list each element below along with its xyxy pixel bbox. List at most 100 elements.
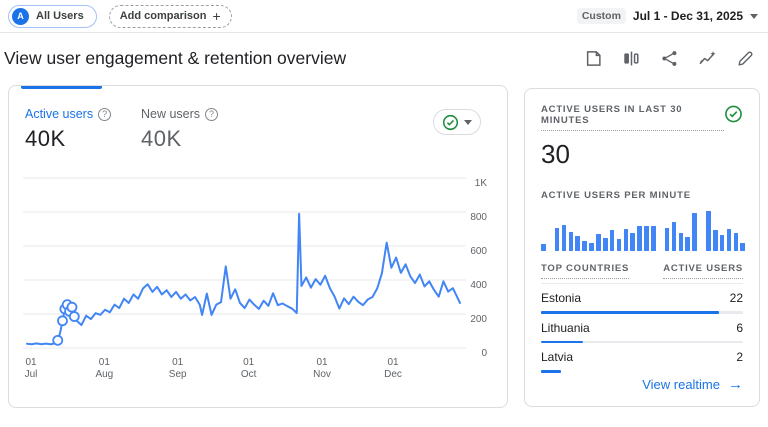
- country-name: Lithuania: [541, 320, 590, 335]
- share-icon[interactable]: [661, 50, 678, 67]
- country-bar-track: [541, 311, 743, 314]
- minute-bar: [678, 232, 684, 251]
- country-name: Estonia: [541, 291, 582, 305]
- y-axis-tick-label: 800: [470, 212, 487, 223]
- help-icon[interactable]: ?: [205, 107, 219, 121]
- minute-bar: [706, 211, 711, 251]
- minute-bar: [644, 226, 649, 251]
- y-axis-tick-label: 1K: [475, 178, 488, 189]
- all-users-chip[interactable]: A All Users: [8, 4, 97, 28]
- tab-new-users[interactable]: New users ? 40K: [141, 107, 219, 152]
- x-axis-tick-label: 01: [25, 357, 37, 368]
- active-users-value: 40K: [25, 126, 66, 151]
- top-countries-header: TOP COUNTRIES: [541, 263, 630, 279]
- annotation-marker[interactable]: [66, 301, 78, 313]
- minute-bar: [582, 240, 587, 251]
- page-header: View user engagement & retention overvie…: [0, 33, 768, 81]
- note-icon[interactable]: [585, 50, 602, 67]
- page-title: View user engagement & retention overvie…: [4, 48, 347, 68]
- minute-bar: [692, 213, 697, 251]
- last-30-min-label: ACTIVE USERS IN LAST 30 MINUTES: [541, 104, 725, 131]
- x-axis-tick-label: Dec: [384, 369, 402, 380]
- per-minute-bar-chart: [541, 211, 746, 251]
- annotation-marker[interactable]: [68, 311, 80, 322]
- minute-bar: [554, 227, 560, 251]
- all-users-avatar-icon: A: [12, 7, 29, 25]
- realtime-card: ACTIVE USERS IN LAST 30 MINUTES 30 ACTIV…: [524, 88, 760, 407]
- minute-bar: [671, 222, 677, 251]
- ab-compare-icon[interactable]: [623, 50, 640, 67]
- country-bar: [541, 340, 584, 343]
- date-range-selector[interactable]: Custom Jul 1 - Dec 31, 2025: [576, 8, 758, 24]
- x-axis-tick-label: Sep: [169, 369, 187, 380]
- view-realtime-link[interactable]: View realtime →: [642, 376, 743, 393]
- active-tab-indicator: [21, 86, 102, 89]
- minute-bar: [630, 232, 636, 251]
- minute-bar: [575, 235, 581, 251]
- new-users-label: New users: [141, 107, 201, 121]
- date-range-type-badge: Custom: [576, 8, 626, 24]
- minute-bar: [623, 228, 629, 251]
- minute-bar: [664, 227, 670, 251]
- minute-bar: [726, 228, 732, 251]
- help-icon[interactable]: ?: [98, 107, 112, 121]
- minute-bar: [541, 243, 546, 251]
- country-users: 22: [729, 291, 743, 305]
- active-users-line-chart: 02004006008001K01Jul01Aug01Sep01Oct01Nov…: [23, 177, 488, 380]
- minute-bar: [637, 226, 642, 251]
- edit-icon[interactable]: [737, 50, 754, 67]
- view-realtime-label: View realtime: [642, 377, 720, 392]
- arrow-right-icon: →: [728, 376, 743, 393]
- plus-icon: +: [212, 8, 221, 24]
- check-circle-icon: [725, 105, 742, 123]
- country-users: 6: [736, 320, 743, 335]
- country-name: Latvia: [541, 350, 574, 364]
- table-row-estonia: Estonia 22: [541, 284, 743, 314]
- x-axis-tick-label: Oct: [241, 369, 257, 380]
- x-axis-tick-label: 01: [172, 357, 184, 368]
- insights-icon[interactable]: [699, 50, 716, 67]
- chevron-down-icon: [750, 13, 758, 19]
- x-axis-tick-label: 01: [243, 357, 255, 368]
- minute-bar: [568, 231, 574, 251]
- data-quality-dropdown[interactable]: [433, 109, 481, 135]
- line-series-active-users: [26, 212, 461, 346]
- chevron-down-icon: [464, 119, 472, 125]
- table-row-latvia: Latvia 2: [541, 343, 743, 373]
- annotation-marker[interactable]: [52, 334, 64, 346]
- new-users-value: 40K: [141, 126, 182, 151]
- active-users-label: Active users: [25, 107, 94, 121]
- country-bar: [541, 311, 719, 314]
- minute-bar: [740, 243, 746, 251]
- country-bar-track: [541, 370, 743, 373]
- per-minute-label: ACTIVE USERS PER MINUTE: [541, 190, 691, 201]
- minute-bar: [651, 226, 656, 251]
- countries-table: Estonia 22 Lithuania 6 Latvia 2: [541, 284, 743, 373]
- minute-bar: [719, 235, 725, 251]
- country-bar: [541, 370, 562, 373]
- report-toolbar: [585, 50, 754, 67]
- add-comparison-button[interactable]: Add comparison +: [108, 4, 232, 28]
- x-axis-tick-label: 01: [99, 357, 111, 368]
- minute-bar: [589, 243, 594, 251]
- date-range-label: Jul 1 - Dec 31, 2025: [632, 9, 743, 23]
- table-row-lithuania: Lithuania 6: [541, 314, 743, 343]
- users-overview-card: Active users ? 40K New users ? 40K 0 200 4…: [8, 85, 508, 408]
- x-axis-tick-label: Nov: [313, 369, 331, 380]
- x-axis-tick-label: Aug: [95, 369, 113, 380]
- y-axis-tick-label: 400: [470, 280, 487, 291]
- y-axis-tick-label: 200: [470, 314, 487, 325]
- tab-active-users[interactable]: Active users ? 40K: [25, 107, 112, 152]
- minute-bar: [733, 232, 739, 251]
- minute-bar: [596, 234, 601, 251]
- minute-bar: [602, 238, 608, 251]
- minute-bar: [561, 225, 567, 251]
- annotation-marker[interactable]: [57, 315, 68, 327]
- minute-bar: [712, 230, 718, 251]
- active-users-30min-value: 30: [541, 139, 570, 169]
- x-axis-tick-label: 01: [387, 357, 399, 368]
- x-axis-tick-label: 01: [316, 357, 328, 368]
- check-circle-icon: [442, 114, 459, 130]
- all-users-label: All Users: [36, 10, 84, 22]
- y-axis-tick-label: 0: [481, 348, 487, 359]
